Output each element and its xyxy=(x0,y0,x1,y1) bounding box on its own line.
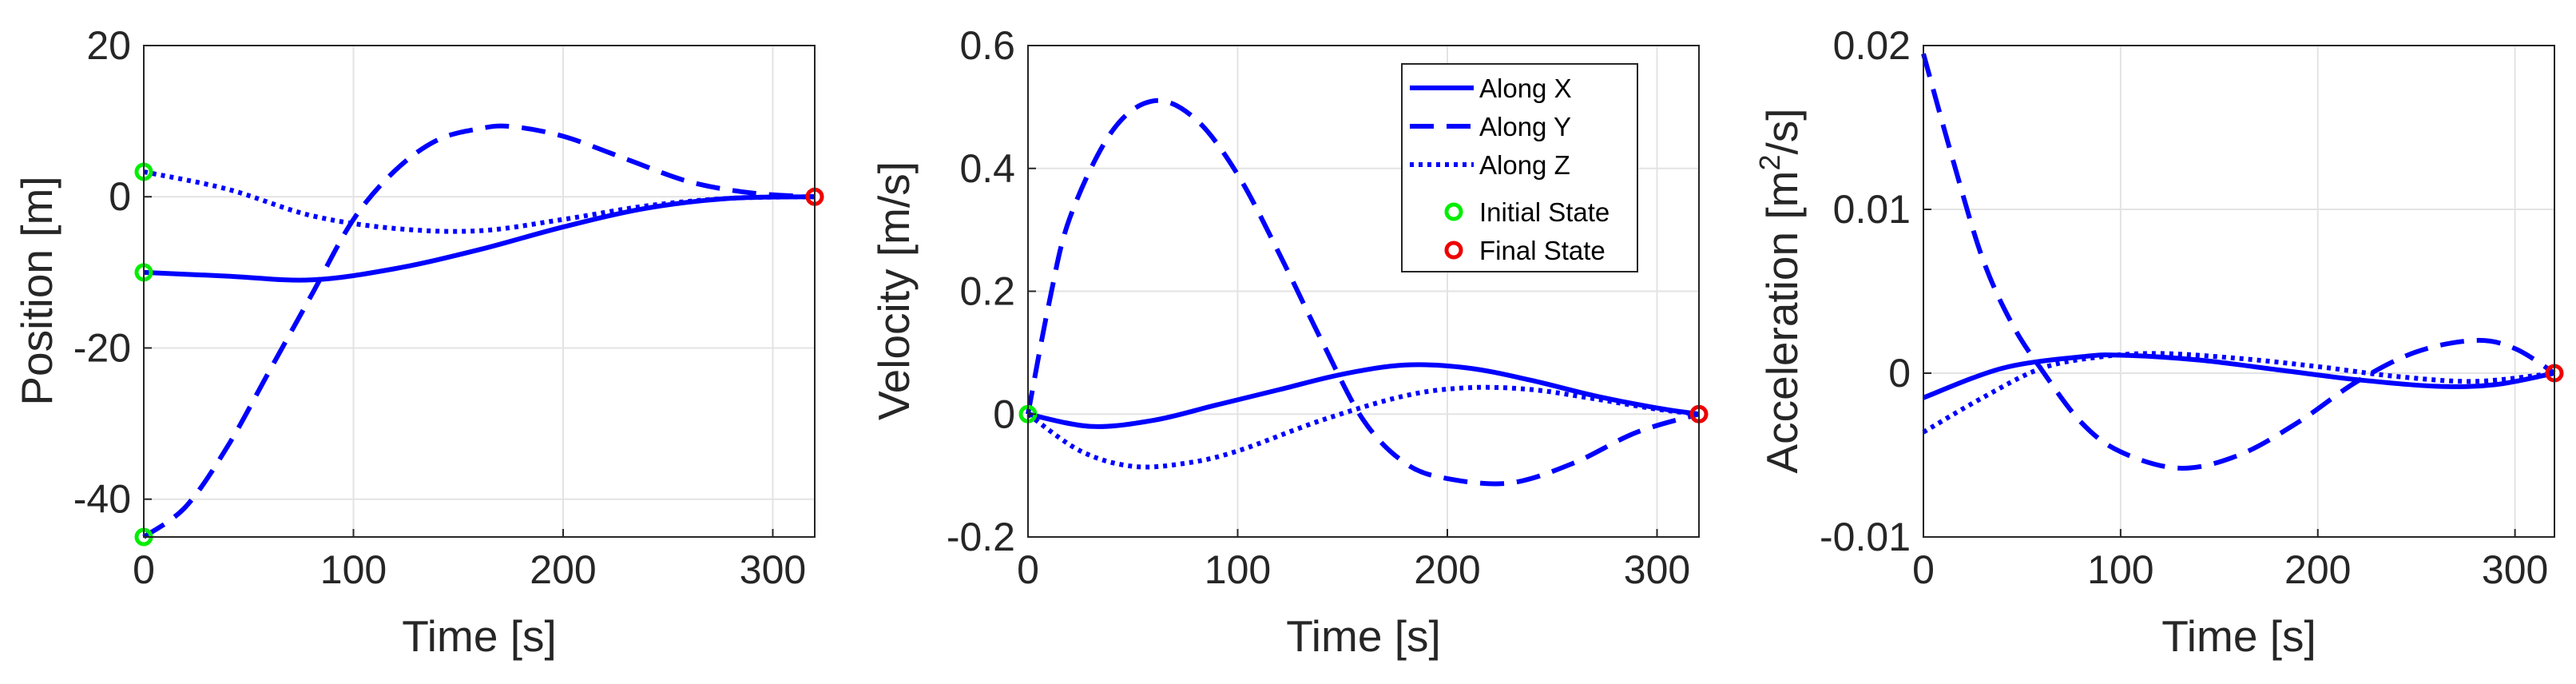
legend-label-final-state: Final State xyxy=(1479,236,1606,265)
legend-label-initial-state: Initial State xyxy=(1479,197,1610,227)
acceleration-series-along-x xyxy=(1922,352,2555,400)
position-series-along-x xyxy=(143,194,816,283)
position-plot-area xyxy=(144,46,815,537)
position-ytick-label: 20 xyxy=(86,23,131,68)
position-xtick-label: 0 xyxy=(133,547,155,592)
acceleration-ylabel: Acceleration [m2/s] xyxy=(1753,108,1807,473)
acceleration-xtick-label: 0 xyxy=(1912,547,1935,592)
legend-initial-state-marker xyxy=(1444,202,1463,221)
velocity-ytick-label: -0.2 xyxy=(947,515,1015,559)
acceleration-ylabel-sup: 2 xyxy=(1753,154,1786,170)
position-xlabel: Time [s] xyxy=(402,611,557,661)
velocity-xtick-label: 100 xyxy=(1205,547,1271,592)
acceleration-ytick-label: 0.02 xyxy=(1833,23,1911,68)
position-ytick-label: -40 xyxy=(73,477,131,522)
position-ytick-label: 0 xyxy=(109,174,131,219)
position-xtick-label: 100 xyxy=(320,547,387,592)
acceleration-xtick-label: 300 xyxy=(2482,547,2548,592)
velocity-xtick-label: 0 xyxy=(1017,547,1039,592)
velocity-xtick-label: 200 xyxy=(1414,547,1480,592)
acceleration-ylabel-main: Acceleration [m xyxy=(1757,171,1807,474)
legend: Along X Along Y Along Z Initial State Fi… xyxy=(1401,63,1638,272)
velocity-ytick-label: 0.4 xyxy=(959,146,1015,191)
legend-box xyxy=(1401,63,1638,272)
legend-entry-along-z: Along Z xyxy=(1410,150,1570,180)
acceleration-plot-area xyxy=(1923,46,2554,537)
acceleration-ytick-label: 0 xyxy=(1888,351,1911,396)
legend-label-along-y: Along Y xyxy=(1479,112,1571,141)
acceleration-ytick-label: 0.01 xyxy=(1833,187,1911,232)
legend-final-state-marker xyxy=(1444,241,1463,260)
velocity-ylabel: Velocity [m/s] xyxy=(869,161,919,420)
legend-entry-initial-state: Initial State xyxy=(1444,197,1610,227)
velocity-series-along-x xyxy=(1027,362,1700,429)
acceleration-xtick-label: 200 xyxy=(2284,547,2351,592)
acceleration-ylabel-suffix: /s] xyxy=(1757,108,1807,154)
legend-entry-along-x: Along X xyxy=(1410,74,1572,103)
velocity-ytick-label: 0 xyxy=(993,392,1015,436)
position-ylabel: Position [m] xyxy=(12,176,62,405)
acceleration-xlabel: Time [s] xyxy=(2161,611,2316,661)
position-series-along-y xyxy=(142,123,816,539)
acceleration-series-along-z xyxy=(1922,351,2555,435)
velocity-ytick-label: 0.2 xyxy=(959,269,1015,314)
acceleration-ytick-label: -0.01 xyxy=(1820,515,1911,559)
legend-entry-final-state: Final State xyxy=(1444,236,1606,265)
velocity-xlabel: Time [s] xyxy=(1286,611,1441,661)
velocity-xtick-label: 300 xyxy=(1624,547,1690,592)
velocity-series-along-z xyxy=(1026,384,1700,470)
velocity-plot: 0 100 200 300 -0.200.20.40.6 Time [s] Veloc… xyxy=(869,23,1709,661)
position-ytick-label: -20 xyxy=(73,325,131,370)
velocity-ytick-label: 0.6 xyxy=(959,23,1015,68)
legend-label-along-z: Along Z xyxy=(1479,150,1570,180)
position-plot: 0 100 200 300 -40 -20 0 20 Time [s] Position [… xyxy=(12,23,824,661)
position-xtick-label: 200 xyxy=(530,547,596,592)
position-xtick-label: 300 xyxy=(740,547,806,592)
legend-entry-along-y: Along Y xyxy=(1410,112,1571,141)
acceleration-xtick-label: 100 xyxy=(2087,547,2153,592)
legend-label-along-x: Along X xyxy=(1479,74,1572,103)
